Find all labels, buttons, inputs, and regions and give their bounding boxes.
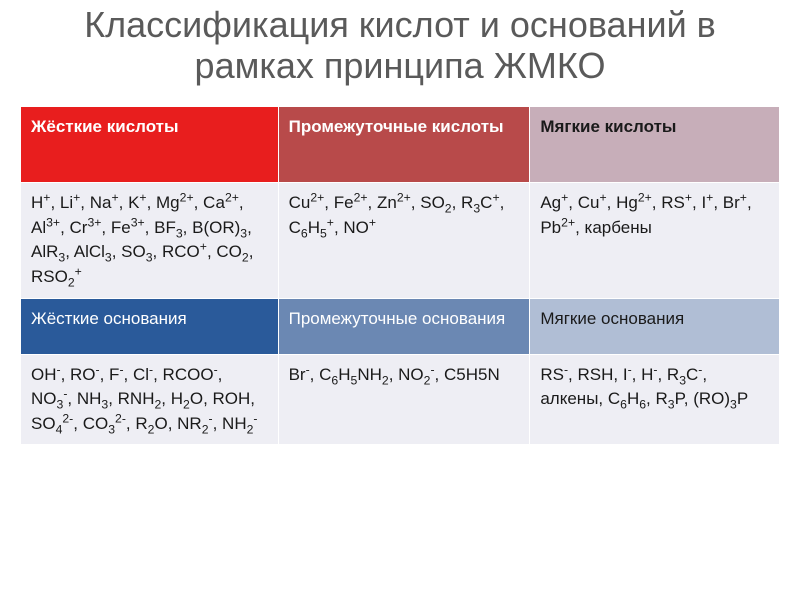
table-row-bases-header: Жёсткие основания Промежуточные основани… — [21, 298, 780, 354]
cell-hard-acids: H+, Li+, Na+, K+, Mg2+, Са2+, Al3+, Cr3+… — [21, 183, 279, 299]
cell-soft-bases: RS-, RSH, I-, Н-, R3C-, алкены, C6H6, R3… — [530, 354, 780, 445]
hsab-table: Жёсткие кислоты Промежуточные кислоты Мя… — [20, 106, 780, 445]
header-border-acids: Промежуточные кислоты — [278, 107, 530, 183]
header-soft-acids: Мягкие кислоты — [530, 107, 780, 183]
header-hard-bases: Жёсткие основания — [21, 298, 279, 354]
table-row-acids-content: H+, Li+, Na+, K+, Mg2+, Са2+, Al3+, Cr3+… — [21, 183, 780, 299]
cell-soft-acids: Ag+, Cu+, Hg2+, RS+, I+, Br+, Pb2+, карб… — [530, 183, 780, 299]
header-soft-bases: Мягкие основания — [530, 298, 780, 354]
header-border-bases: Промежуточные основания — [278, 298, 530, 354]
cell-hard-bases: ОН-, RO-, F-, Сl-, RCOO-, NO3-, NH3, RNH… — [21, 354, 279, 445]
table-row-acids-header: Жёсткие кислоты Промежуточные кислоты Мя… — [21, 107, 780, 183]
cell-border-bases: Br-, C6H5NH2, NO2-, C5H5N — [278, 354, 530, 445]
table-row-bases-content: ОН-, RO-, F-, Сl-, RCOO-, NO3-, NH3, RNH… — [21, 354, 780, 445]
header-hard-acids: Жёсткие кислоты — [21, 107, 279, 183]
cell-border-acids: Cu2+, Fe2+, Zn2+, SO2, R3C+, C6H5+, NO+ — [278, 183, 530, 299]
page-title: Классификация кислот и оснований в рамка… — [0, 0, 800, 87]
